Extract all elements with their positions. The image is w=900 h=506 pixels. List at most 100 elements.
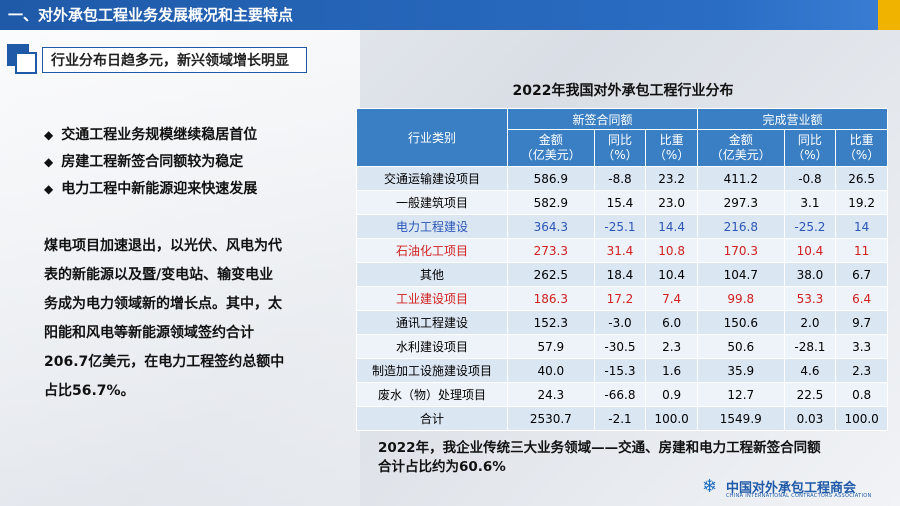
value-cell: 6.7: [835, 262, 888, 287]
category-cell: 工业建设项目: [356, 286, 508, 311]
value-cell: 35.9: [696, 358, 785, 383]
value-cell: 1549.9: [696, 406, 785, 431]
column-header: 同比 （%）: [783, 129, 837, 167]
value-cell: 216.8: [696, 214, 785, 239]
value-cell: 586.9: [507, 166, 595, 191]
table-title: 2022年我国对外承包工程行业分布: [512, 83, 734, 99]
category-header: 行业类别: [356, 108, 508, 167]
value-cell: -30.5: [593, 334, 647, 359]
snowflake-icon: ❄: [702, 476, 718, 497]
value-cell: 17.2: [593, 286, 647, 311]
value-cell: 152.3: [507, 310, 595, 335]
diamond-bullet-icon: ◆: [44, 128, 54, 142]
value-cell: 14.4: [645, 214, 698, 239]
subtitle-box: 行业分布日趋多元，新兴领域增长明显: [42, 47, 307, 73]
value-cell: 18.4: [593, 262, 647, 287]
bullet-list: ◆ 交通工程业务规模继续稳居首位 ◆ 房建工程新签合同额较为稳定 ◆ 电力工程中新能源…: [44, 122, 257, 203]
table-row: 其他 262.5 18.4 10.4 104.7 38.0 6.7: [356, 262, 888, 287]
value-cell: 0.03: [783, 406, 837, 431]
value-cell: 0.8: [835, 382, 888, 407]
value-cell: 150.6: [696, 310, 785, 335]
value-cell: 14: [835, 214, 888, 239]
group-header-revenue: 完成营业额: [696, 108, 889, 130]
table-row: 水利建设项目 57.9 -30.5 2.3 50.6 -28.1 3.3: [356, 334, 888, 359]
value-cell: 100.0: [645, 406, 698, 431]
value-cell: 273.3: [507, 238, 595, 263]
background-panel: [0, 30, 360, 506]
value-cell: 6.4: [835, 286, 888, 311]
value-cell: -0.8: [783, 166, 837, 191]
value-cell: -66.8: [593, 382, 647, 407]
table-row: 合计 2530.7 -2.1 100.0 1549.9 0.03 100.0: [356, 406, 888, 431]
value-cell: 582.9: [507, 190, 595, 215]
column-header: 比重 （%）: [835, 129, 888, 167]
value-cell: 10.4: [645, 262, 698, 287]
category-cell: 交通运输建设项目: [356, 166, 508, 191]
category-cell: 其他: [356, 262, 508, 287]
bullet-item: ◆ 房建工程新签合同额较为稳定: [44, 154, 244, 170]
value-cell: 38.0: [783, 262, 837, 287]
value-cell: 2.3: [645, 334, 698, 359]
value-cell: 31.4: [593, 238, 647, 263]
category-cell: 一般建筑项目: [356, 190, 508, 215]
value-cell: 3.1: [783, 190, 837, 215]
value-cell: 19.2: [835, 190, 888, 215]
value-cell: 364.3: [507, 214, 595, 239]
table-row: 通讯工程建设 152.3 -3.0 6.0 150.6 2.0 9.7: [356, 310, 888, 335]
value-cell: 2.3: [835, 358, 888, 383]
section-title: 一、对外承包工程业务发展概况和主要特点: [8, 6, 294, 24]
column-header: 金额 （亿美元）: [696, 129, 785, 167]
value-cell: 12.7: [696, 382, 785, 407]
value-cell: 9.7: [835, 310, 888, 335]
value-cell: -2.1: [593, 406, 647, 431]
value-cell: 100.0: [835, 406, 888, 431]
value-cell: 186.3: [507, 286, 595, 311]
bullet-item: ◆ 电力工程中新能源迎来快速发展: [44, 181, 258, 197]
category-cell: 石油化工项目: [356, 238, 508, 263]
value-cell: 23.2: [645, 166, 698, 191]
value-cell: 0.9: [645, 382, 698, 407]
group-header-new-contracts: 新签合同额: [507, 108, 698, 130]
value-cell: 24.3: [507, 382, 595, 407]
header-accent-bar: [878, 0, 900, 30]
value-cell: 2.0: [783, 310, 837, 335]
value-cell: -28.1: [783, 334, 837, 359]
category-cell: 废水（物）处理项目: [356, 382, 508, 407]
body-paragraph: 煤电项目加速退出，以光伏、风电为代 表的新能源以及暨/变电站、输变电业 务成为电…: [44, 238, 285, 399]
section-header: 一、对外承包工程业务发展概况和主要特点: [0, 0, 900, 30]
value-cell: 26.5: [835, 166, 888, 191]
value-cell: 297.3: [696, 190, 785, 215]
value-cell: 2530.7: [507, 406, 595, 431]
value-cell: 1.6: [645, 358, 698, 383]
value-cell: 10.4: [783, 238, 837, 263]
value-cell: 170.3: [696, 238, 785, 263]
value-cell: 10.8: [645, 238, 698, 263]
column-header: 同比 （%）: [593, 129, 647, 167]
value-cell: 3.3: [835, 334, 888, 359]
value-cell: -3.0: [593, 310, 647, 335]
table-row: 一般建筑项目 582.9 15.4 23.0 297.3 3.1 19.2: [356, 190, 888, 215]
column-header: 比重 （%）: [645, 129, 698, 167]
subtitle-squares-icon: [7, 44, 37, 74]
category-cell: 电力工程建设: [356, 214, 508, 239]
value-cell: 6.0: [645, 310, 698, 335]
value-cell: -15.3: [593, 358, 647, 383]
industry-table: 行业类别 新签合同额 完成营业额 金额 （亿美元） 同比 （%） 比重 （%） 金额 （亿美元…: [356, 108, 889, 431]
table-row: 制造加工设施建设项目 40.0 -15.3 1.6 35.9 4.6 2.3: [356, 358, 888, 383]
value-cell: -25.2: [783, 214, 837, 239]
column-header: 金额 （亿美元）: [507, 129, 595, 167]
value-cell: 4.6: [783, 358, 837, 383]
value-cell: 262.5: [507, 262, 595, 287]
category-cell: 合计: [356, 406, 508, 431]
value-cell: 23.0: [645, 190, 698, 215]
bullet-item: ◆ 交通工程业务规模继续稳居首位: [44, 127, 258, 143]
value-cell: 11: [835, 238, 888, 263]
category-cell: 水利建设项目: [356, 334, 508, 359]
value-cell: -8.8: [593, 166, 647, 191]
value-cell: 15.4: [593, 190, 647, 215]
table-row: 石油化工项目 273.3 31.4 10.8 170.3 10.4 11: [356, 238, 888, 263]
value-cell: 22.5: [783, 382, 837, 407]
association-logo: ❄ 中国对外承包工程商会 CHINA INTERNATIONAL CONTRAC…: [702, 476, 872, 500]
value-cell: 99.8: [696, 286, 785, 311]
table-row: 工业建设项目 186.3 17.2 7.4 99.8 53.3 6.4: [356, 286, 888, 311]
